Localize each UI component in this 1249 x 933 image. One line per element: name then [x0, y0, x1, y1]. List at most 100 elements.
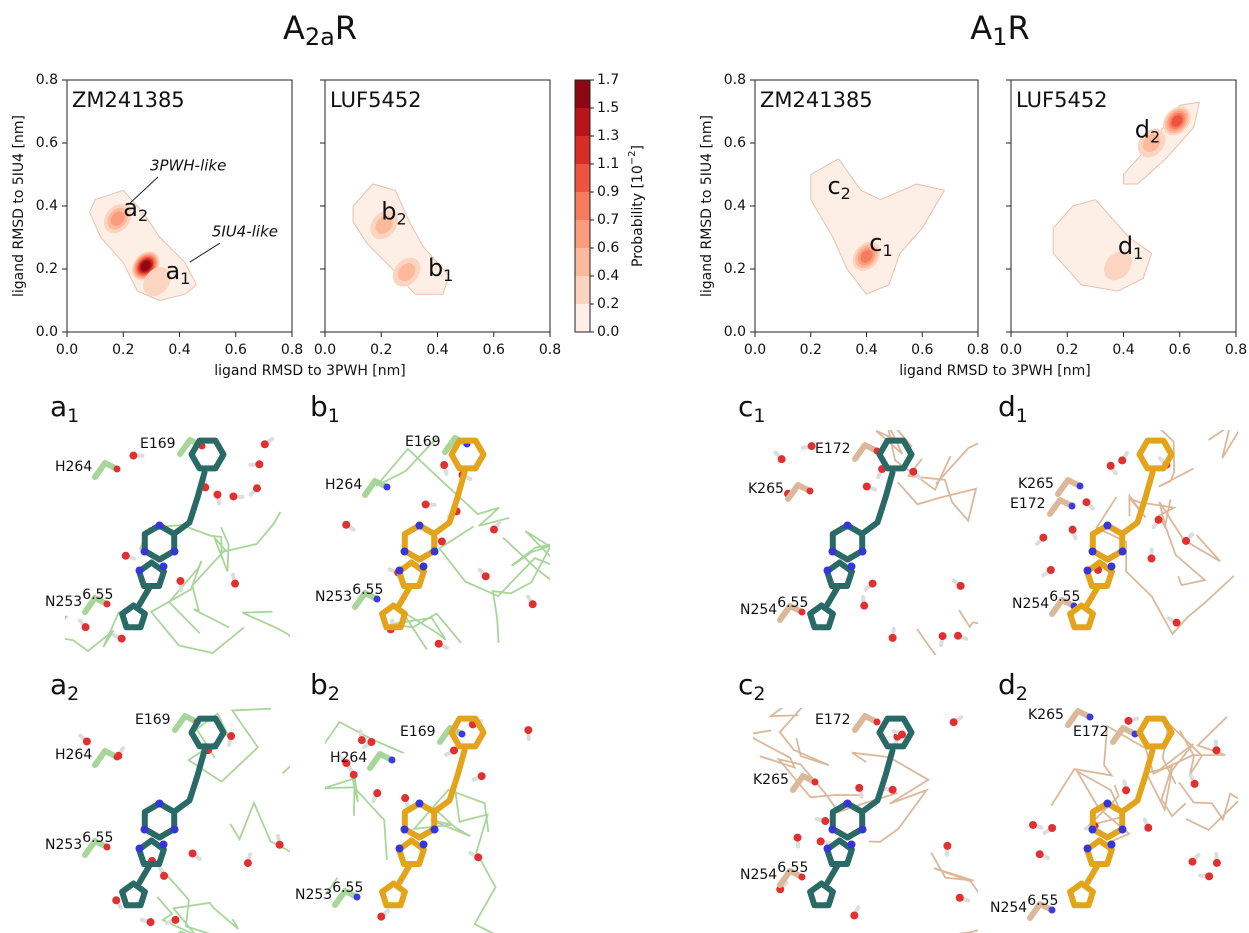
residue-sup: 6.55	[332, 880, 363, 896]
water-oxygen	[434, 639, 443, 648]
water-oxygen	[401, 794, 410, 803]
title-main: A	[970, 9, 992, 47]
water-oxygen	[213, 490, 222, 499]
panel-letter: b	[310, 390, 328, 423]
structure-panel	[342, 435, 550, 650]
water-oxygen	[862, 482, 871, 491]
ligand-ring	[141, 522, 178, 563]
panel-letter: b	[310, 668, 328, 701]
panel-label: d2	[998, 668, 1028, 705]
state-sub: 2	[138, 206, 148, 225]
panel-label: b2	[310, 668, 340, 705]
backbone	[186, 708, 272, 783]
residue-sup: 6.55	[1049, 589, 1080, 605]
backbone	[851, 751, 931, 843]
backbone	[935, 442, 978, 485]
residue-sup: 6.55	[1027, 893, 1058, 909]
state-label: d2	[1135, 115, 1160, 146]
side-chain-atom	[353, 893, 361, 901]
panel-label: d1	[998, 390, 1028, 427]
backbone	[1178, 781, 1238, 831]
water-oxygen	[1212, 858, 1221, 867]
water-oxygen	[440, 461, 449, 470]
panel-sub: 1	[1016, 405, 1028, 427]
panel-label: a1	[50, 390, 79, 427]
side-chain	[92, 460, 120, 480]
ligand-nitrogen	[395, 844, 404, 853]
water-oxygen	[81, 623, 90, 632]
ligand-nitrogen	[843, 799, 852, 808]
x-tick-label: 0.6	[225, 342, 247, 358]
residue-label: N2536.55	[315, 582, 383, 605]
panel-label: a2	[50, 668, 79, 705]
x-tick-label: 0.8	[1225, 342, 1247, 358]
residue-label: E172	[1010, 496, 1046, 512]
backbone	[1158, 501, 1221, 587]
ligand-nitrogen	[823, 844, 832, 853]
residue-label: H264	[55, 459, 92, 475]
residue-label: E172	[1073, 724, 1109, 740]
ligand-nitrogen	[1118, 547, 1127, 556]
x-tick-label: 0.6	[483, 342, 505, 358]
residue-name: K265	[753, 772, 789, 788]
ligand-nitrogen	[1107, 562, 1116, 571]
water-oxygen	[357, 736, 366, 745]
ligand-chain	[431, 747, 468, 815]
ligand-link	[396, 862, 413, 886]
colorbar-frame	[574, 79, 591, 333]
ligand-nitrogen	[847, 562, 856, 571]
backbone	[138, 511, 282, 554]
water-oxygen	[1205, 872, 1214, 881]
water-oxygen	[146, 918, 155, 927]
residue-name: E169	[400, 724, 436, 740]
residue-label: E172	[815, 441, 851, 457]
ligand-nitrogen	[140, 547, 149, 556]
y-tick-label: 0.4	[724, 198, 746, 214]
panel-sub: 1	[753, 405, 765, 427]
water-oxygen	[229, 492, 238, 501]
ligand-nitrogen	[843, 521, 852, 530]
colorbar-tick-label: 0.0	[597, 324, 619, 340]
ligand-ring	[1067, 602, 1096, 631]
ligand-ring	[1136, 437, 1175, 472]
water-oxygen	[171, 915, 180, 924]
x-tick-label: 0.8	[539, 342, 561, 358]
water-oxygen	[260, 440, 269, 449]
x-tick-label: 0.2	[112, 342, 134, 358]
residue-name: H264	[325, 477, 362, 493]
side-chain	[790, 773, 818, 793]
panel-label: c2	[738, 668, 766, 705]
ligand-ring	[379, 602, 408, 631]
backbone	[325, 877, 339, 895]
ligand-nitrogen	[395, 566, 404, 575]
water-oxygen	[1068, 525, 1077, 534]
plot-title: ZM241385	[760, 88, 873, 112]
residue-label: H264	[325, 477, 362, 493]
residue-sup: 6.55	[82, 830, 113, 846]
side-chain	[777, 868, 805, 888]
colorbar-band	[575, 276, 590, 304]
ligand-nitrogen	[828, 825, 837, 834]
structure-panel	[773, 430, 978, 655]
colorbar-tick-label: 0.4	[597, 268, 619, 284]
side-chain	[362, 478, 390, 498]
water-oxygen	[850, 911, 859, 920]
residue-name: H264	[55, 459, 92, 475]
backbone	[149, 560, 245, 654]
water-oxygen	[888, 785, 897, 794]
side-chain	[437, 725, 465, 745]
water-oxygen	[112, 896, 121, 905]
backbone	[325, 786, 388, 861]
title-sub: 1	[992, 23, 1007, 51]
residue-name: N254	[1012, 596, 1049, 612]
colorbar-tick-label: 0.7	[597, 212, 619, 228]
residue-label: N2536.55	[45, 587, 113, 610]
ligand-nitrogen	[415, 799, 424, 808]
panel-sub: 2	[753, 683, 765, 705]
plot-title: ZM241385	[72, 88, 185, 112]
panel-sub: 2	[1016, 683, 1028, 705]
water-oxygen	[1182, 536, 1191, 545]
side-chain-atom	[1068, 502, 1076, 510]
water-oxygen	[943, 841, 952, 850]
